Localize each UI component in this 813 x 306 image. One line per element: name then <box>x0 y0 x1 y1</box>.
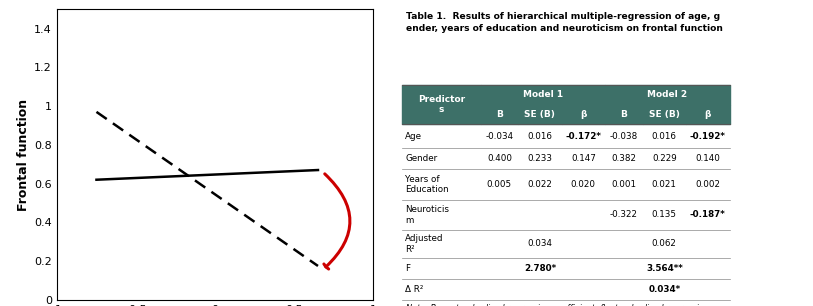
Text: -0.322: -0.322 <box>610 210 638 219</box>
Text: 0.034: 0.034 <box>528 239 552 248</box>
Text: 0.001: 0.001 <box>611 180 637 189</box>
Text: 0.021: 0.021 <box>652 180 676 189</box>
Text: β: β <box>705 110 711 119</box>
Text: B: B <box>496 110 502 119</box>
Text: Model 1: Model 1 <box>523 90 563 99</box>
Text: 0.147: 0.147 <box>571 154 596 163</box>
Text: 0.016: 0.016 <box>528 132 552 141</box>
Text: 0.005: 0.005 <box>487 180 512 189</box>
Text: Neuroticis
m: Neuroticis m <box>406 205 450 225</box>
Text: 3.564**: 3.564** <box>646 264 683 273</box>
Text: Table 1.  Results of hierarchical multiple-regression of age, g
ender, years of : Table 1. Results of hierarchical multipl… <box>406 12 723 32</box>
Text: Δ R²: Δ R² <box>406 285 424 294</box>
Text: B: B <box>620 110 628 119</box>
Text: 0.382: 0.382 <box>611 154 637 163</box>
Text: 0.002: 0.002 <box>695 180 720 189</box>
Text: 2.780*: 2.780* <box>524 264 556 273</box>
Bar <box>642 105 686 124</box>
Text: -0.038: -0.038 <box>610 132 638 141</box>
Y-axis label: Frontal function: Frontal function <box>17 99 30 211</box>
Text: 0.020: 0.020 <box>571 180 596 189</box>
Text: 0.400: 0.400 <box>487 154 512 163</box>
Text: 0.140: 0.140 <box>695 154 720 163</box>
Text: F: F <box>406 264 411 273</box>
Text: 0.062: 0.062 <box>652 239 676 248</box>
Bar <box>686 105 729 124</box>
Text: -0.034: -0.034 <box>485 132 514 141</box>
Text: -0.192*: -0.192* <box>690 132 726 141</box>
Bar <box>402 85 480 124</box>
Text: Model 2: Model 2 <box>647 90 688 99</box>
Text: Years of
Education: Years of Education <box>406 175 449 194</box>
Text: -0.187*: -0.187* <box>690 210 726 219</box>
Text: Note. B: unstandardized regression coefficient; β, standardized regression
coeff: Note. B: unstandardized regression coeff… <box>406 304 709 306</box>
Text: 0.229: 0.229 <box>652 154 676 163</box>
Text: SE (B): SE (B) <box>524 110 555 119</box>
Text: 0.034*: 0.034* <box>648 285 680 294</box>
Bar <box>605 105 642 124</box>
Text: 0.233: 0.233 <box>528 154 552 163</box>
Text: Age: Age <box>406 132 422 141</box>
Text: -0.172*: -0.172* <box>565 132 602 141</box>
Bar <box>480 105 518 124</box>
Text: 0.022: 0.022 <box>528 180 552 189</box>
Text: 0.016: 0.016 <box>652 132 676 141</box>
Bar <box>518 105 562 124</box>
Bar <box>605 85 729 105</box>
Text: SE (B): SE (B) <box>649 110 680 119</box>
Text: β: β <box>580 110 586 119</box>
Text: Adjusted
R²: Adjusted R² <box>406 234 444 254</box>
Bar <box>562 105 605 124</box>
Text: Gender: Gender <box>406 154 437 163</box>
Bar <box>480 85 605 105</box>
Text: 0.135: 0.135 <box>652 210 676 219</box>
Text: Predictor
s: Predictor s <box>418 95 465 114</box>
